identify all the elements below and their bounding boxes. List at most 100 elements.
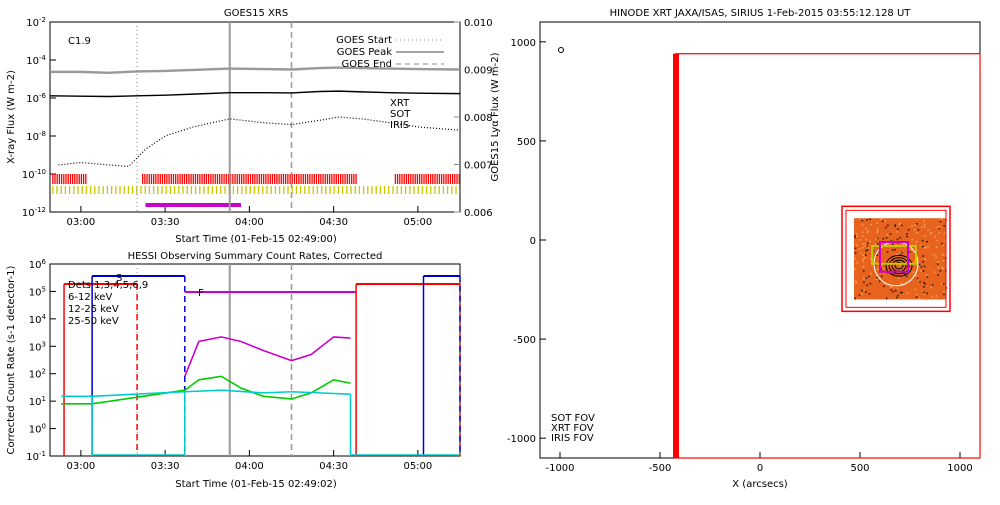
- speckle-dot: [896, 296, 898, 299]
- speckle-dot: [906, 233, 908, 235]
- goes-x-tick-label: 03:00: [66, 217, 95, 228]
- xrt-y-tick-label: -500: [513, 335, 536, 346]
- speckle-dot: [938, 231, 941, 234]
- coverage-bar-iris: [145, 203, 241, 207]
- xrt-solar-image: [854, 218, 948, 301]
- speckle-dot: [880, 218, 882, 220]
- speckle-dot: [896, 230, 899, 233]
- speckle-dot: [896, 238, 899, 241]
- speckle-dot: [878, 280, 881, 283]
- xrt-x-tick-label: 0: [757, 463, 763, 474]
- hessi-legend: 6-12 keV 12-25 keV 25-50 keV: [68, 292, 119, 327]
- speckle-dot: [863, 289, 865, 291]
- xrt-x-tick-label: -1000: [545, 463, 574, 474]
- legend-goes-end: GOES End: [342, 59, 392, 70]
- speckle-dot: [892, 249, 894, 251]
- xrt-y-ticks: -1000 -500 0 500 1000: [507, 38, 546, 445]
- legend-25-50-kev: 25-50 keV: [68, 316, 119, 327]
- speckle-dot: [894, 289, 897, 292]
- xrt-x-tick-label: 500: [850, 463, 869, 474]
- speckle-dot: [937, 266, 940, 269]
- speckle-dot: [877, 268, 880, 271]
- speckle-dot: [923, 281, 925, 284]
- speckle-dot: [931, 295, 933, 298]
- speckle-dot: [923, 293, 925, 295]
- fov-box-xrt-fov: [841, 205, 951, 313]
- speckle-dot: [924, 258, 927, 260]
- goes-series-1: [50, 66, 461, 75]
- speckle-dot: [858, 294, 861, 297]
- fov-box-iris-fov: [879, 240, 909, 273]
- speckle-dot: [942, 254, 944, 256]
- speckle-dot: [918, 263, 921, 266]
- speckle-dot: [941, 242, 943, 245]
- speckle-dot: [943, 290, 945, 293]
- hessi-y-tick-label: 10-1: [26, 450, 46, 463]
- coverage-bar-xrt: [394, 174, 460, 184]
- fov-box-xrt-inner: [845, 209, 947, 308]
- speckle-dot: [943, 224, 946, 227]
- legend-xrt-fov: XRT FOV: [551, 423, 594, 434]
- speckle-dot: [906, 235, 908, 238]
- speckle-dot: [944, 239, 947, 242]
- speckle-dot: [886, 251, 889, 253]
- speckle-dot: [938, 227, 940, 230]
- goes-flare-class: C1.9: [68, 36, 91, 47]
- hessi-flag-label-s: S: [116, 273, 122, 284]
- speckle-dot: [942, 267, 945, 270]
- goes-y2-tick-label: 0.007: [464, 161, 493, 172]
- speckle-dot: [936, 239, 939, 242]
- speckle-dot: [909, 250, 912, 253]
- xrt-panel: HINODE XRT JAXA/ISAS, SIRIUS 1-Feb-2015 …: [507, 8, 981, 490]
- speckle-dot: [895, 225, 898, 228]
- speckle-dot: [919, 270, 922, 272]
- speckle-dot: [915, 241, 918, 243]
- speckle-dot: [920, 244, 923, 246]
- speckle-dot: [865, 254, 867, 256]
- speckle-dot: [885, 226, 887, 229]
- speckle-dot: [854, 257, 856, 260]
- speckle-dot: [885, 297, 888, 300]
- speckle-dot: [933, 271, 936, 273]
- speckle-dot: [896, 288, 898, 291]
- speckle-dot: [919, 280, 921, 283]
- speckle-dot: [854, 234, 856, 237]
- speckle-dot: [890, 289, 893, 291]
- coverage-legend-iris: IRIS: [390, 120, 409, 131]
- coverage-legend-xrt: XRT: [390, 98, 410, 109]
- speckle-dot: [900, 224, 903, 227]
- speckle-dot: [858, 248, 861, 250]
- goes-coverage-bars: [52, 174, 460, 207]
- goes-series-2: [58, 116, 461, 168]
- goes-x-tick-label: 04:00: [235, 217, 264, 228]
- speckle-dot: [911, 238, 913, 241]
- speckle-dot: [884, 220, 887, 223]
- fov-box-sot-fov: [871, 244, 917, 265]
- speckle-dot: [867, 230, 869, 232]
- speckle-dot: [908, 246, 910, 248]
- legend-6-12-kev: 6-12 keV: [68, 292, 112, 303]
- speckle-dot: [937, 261, 940, 263]
- speckle-dot: [869, 240, 872, 243]
- speckle-dot: [943, 232, 946, 235]
- speckle-dot: [861, 219, 864, 222]
- speckle-dot: [923, 225, 926, 228]
- speckle-dot: [865, 249, 867, 252]
- speckle-dot: [936, 263, 939, 265]
- speckle-dot: [910, 249, 912, 252]
- legend-12-25-kev: 12-25 keV: [68, 304, 119, 315]
- goes-title: GOES15 XRS: [224, 8, 288, 19]
- speckle-dot: [921, 245, 924, 248]
- speckle-dot: [891, 285, 893, 287]
- speckle-dot: [861, 293, 863, 296]
- speckle-dot: [868, 275, 870, 278]
- hessi-x-tick-label: 05:00: [403, 461, 432, 472]
- xrt-legend: SOT FOV XRT FOV IRIS FOV: [551, 413, 595, 444]
- speckle-dot: [942, 283, 945, 285]
- hessi-title: HESSI Observing Summary Count Rates, Cor…: [128, 251, 383, 262]
- speckle-dot: [886, 234, 888, 236]
- speckle-dot: [854, 297, 856, 300]
- goes-y-tick-label: 10-4: [26, 54, 46, 67]
- speckle-dot: [938, 226, 941, 228]
- speckle-dot: [926, 240, 928, 243]
